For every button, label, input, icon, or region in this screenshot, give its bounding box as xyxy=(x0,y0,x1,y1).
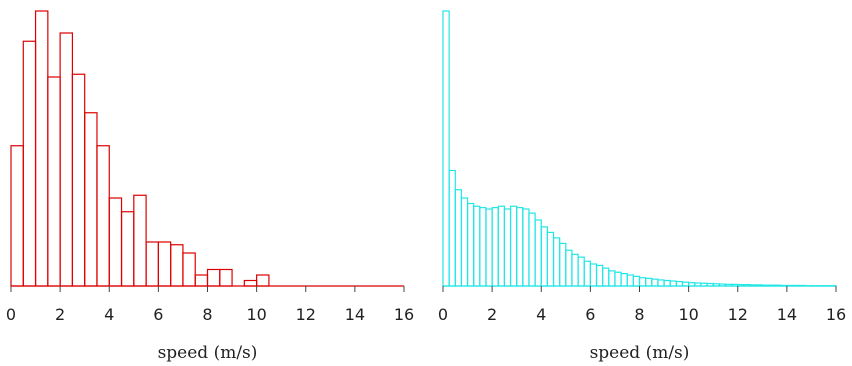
histogram-bar xyxy=(448,169,456,287)
histogram-bar xyxy=(84,112,98,287)
histogram-bar xyxy=(602,267,610,287)
histogram-bar xyxy=(552,237,561,287)
histogram-bar xyxy=(675,281,684,287)
histogram-bar xyxy=(577,256,585,287)
histogram-bar xyxy=(133,194,147,287)
histogram-bar xyxy=(509,205,518,287)
histogram-bar xyxy=(22,40,37,287)
x-tick-label: 16 xyxy=(826,305,846,324)
histogram-bar xyxy=(522,208,530,287)
x-tick-label: 12 xyxy=(728,305,748,324)
histogram-bar xyxy=(485,208,493,287)
x-tick-label: 10 xyxy=(678,305,698,324)
histogram-bar xyxy=(466,202,475,287)
histogram-bar xyxy=(503,208,512,287)
histogram-bar xyxy=(454,189,463,287)
histogram-bar xyxy=(663,279,671,287)
histogram-bar xyxy=(626,274,634,287)
histogram-bar xyxy=(170,244,184,287)
histogram-bar xyxy=(559,242,567,287)
histogram-bar xyxy=(620,273,628,287)
histogram-bar xyxy=(120,211,135,287)
histogram-bar xyxy=(528,212,536,287)
histogram-bar xyxy=(534,219,542,287)
histogram-bar xyxy=(243,279,258,287)
histogram-bar xyxy=(651,278,659,287)
histogram-bar xyxy=(479,207,487,287)
x-tick-label: 0 xyxy=(6,305,16,324)
histogram-bar xyxy=(657,279,665,287)
histogram-bar xyxy=(473,205,481,287)
histogram-bar xyxy=(614,271,622,287)
histogram-bar xyxy=(256,274,270,287)
x-tick-label: 12 xyxy=(296,305,316,324)
x-axis-label: speed (m/s) xyxy=(158,343,258,363)
histogram-bar xyxy=(583,260,591,287)
x-tick-label: 6 xyxy=(153,305,163,324)
x-tick-label: 16 xyxy=(394,305,414,324)
histogram-bar xyxy=(669,280,677,287)
x-tick-label: 8 xyxy=(634,305,644,324)
histogram-bar xyxy=(608,270,616,287)
histogram-bar xyxy=(645,277,653,287)
x-tick-label: 2 xyxy=(487,305,497,324)
x-axis-label: speed (m/s) xyxy=(590,343,690,363)
x-tick-label: 0 xyxy=(438,305,448,324)
x-tick-label: 10 xyxy=(246,305,266,324)
x-tick-label: 4 xyxy=(536,305,546,324)
histogram-bar xyxy=(34,10,49,287)
histogram-bar xyxy=(71,73,86,287)
histogram-bar xyxy=(219,268,233,287)
histogram-bar xyxy=(145,241,159,287)
histogram-bar xyxy=(540,226,548,287)
histogram-bar xyxy=(182,252,196,287)
x-tick-label: 14 xyxy=(777,305,797,324)
histogram-bar xyxy=(565,249,573,287)
histogram-bar xyxy=(460,197,469,287)
histogram-bar xyxy=(589,263,598,287)
x-tick-label: 4 xyxy=(104,305,114,324)
histogram-bar xyxy=(595,264,604,287)
histogram-bar xyxy=(96,145,110,287)
x-tick-label: 6 xyxy=(585,305,595,324)
histogram-bar xyxy=(571,253,579,287)
histogram-bar xyxy=(108,197,123,287)
histogram-bar xyxy=(546,231,555,287)
x-tick-label: 14 xyxy=(345,305,365,324)
histogram-bar xyxy=(59,32,74,287)
x-tick-label: 8 xyxy=(202,305,212,324)
histogram-bar xyxy=(516,207,524,287)
histogram-bar xyxy=(47,76,61,287)
histogram-panel-left: 0 2 4 6 8 10 12 14 16 speed (m/s) xyxy=(6,10,414,363)
histogram-bar xyxy=(10,145,24,287)
histogram-bar xyxy=(632,275,641,287)
histogram-bar xyxy=(194,274,209,287)
x-tick-label: 2 xyxy=(55,305,65,324)
histogram-bar xyxy=(157,241,172,287)
histogram-bar xyxy=(497,205,506,287)
histogram-bar xyxy=(206,268,221,287)
histogram-bar xyxy=(491,207,499,287)
histogram-bar xyxy=(638,277,647,287)
histogram-bar xyxy=(442,10,450,287)
histogram-panel-right: 0 2 4 6 8 10 12 14 16 speed (m/s) xyxy=(438,10,846,363)
